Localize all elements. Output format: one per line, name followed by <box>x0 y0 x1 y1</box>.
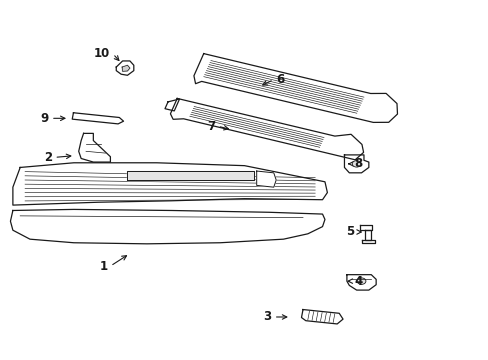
Text: 10: 10 <box>94 47 110 60</box>
Polygon shape <box>256 171 276 187</box>
Polygon shape <box>116 61 134 75</box>
Polygon shape <box>122 65 130 71</box>
Polygon shape <box>10 210 325 244</box>
Text: 8: 8 <box>354 157 362 170</box>
Polygon shape <box>344 155 368 173</box>
Circle shape <box>356 278 365 284</box>
Polygon shape <box>13 163 327 205</box>
Polygon shape <box>164 99 179 111</box>
Polygon shape <box>72 113 123 124</box>
Text: 9: 9 <box>40 112 48 125</box>
Polygon shape <box>359 225 371 230</box>
Text: 2: 2 <box>44 151 52 164</box>
Polygon shape <box>170 98 363 160</box>
Circle shape <box>351 161 360 167</box>
Text: 6: 6 <box>276 73 284 86</box>
Text: 3: 3 <box>263 310 271 324</box>
Text: 7: 7 <box>207 120 215 133</box>
Polygon shape <box>365 230 370 240</box>
Polygon shape <box>79 134 110 162</box>
Polygon shape <box>127 171 254 180</box>
Polygon shape <box>301 310 343 324</box>
Polygon shape <box>194 54 397 122</box>
Polygon shape <box>346 275 375 290</box>
Text: 5: 5 <box>346 225 354 238</box>
Text: 4: 4 <box>354 275 362 288</box>
Polygon shape <box>361 240 374 243</box>
Text: 1: 1 <box>100 260 108 273</box>
